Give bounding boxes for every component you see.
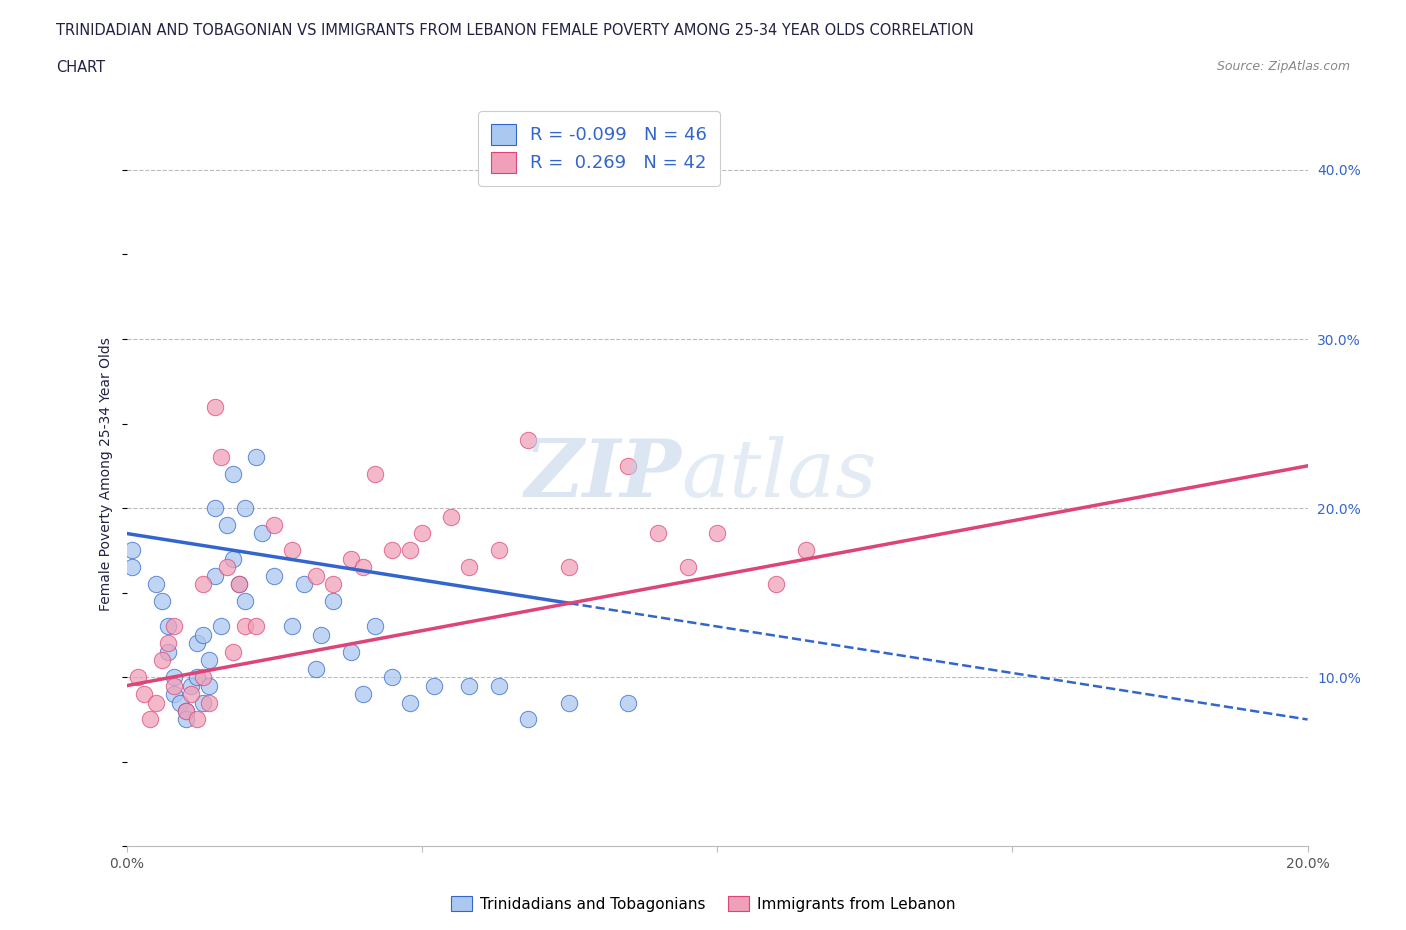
Point <box>352 686 374 701</box>
Y-axis label: Female Poverty Among 25-34 Year Olds: Female Poverty Among 25-34 Year Olds <box>100 338 114 611</box>
Point <box>304 568 326 583</box>
Point <box>458 678 481 693</box>
Point <box>281 543 304 558</box>
Point <box>186 636 208 651</box>
Point <box>440 509 463 524</box>
Point <box>222 467 245 482</box>
Point <box>706 526 728 541</box>
Point <box>292 577 315 591</box>
Point <box>193 670 215 684</box>
Point <box>458 560 481 575</box>
Point <box>204 399 226 414</box>
Point <box>263 568 285 583</box>
Legend: Trinidadians and Tobagonians, Immigrants from Lebanon: Trinidadians and Tobagonians, Immigrants… <box>444 889 962 918</box>
Point <box>488 543 510 558</box>
Point <box>215 518 238 533</box>
Point <box>263 518 285 533</box>
Point <box>233 619 256 634</box>
Text: TRINIDADIAN AND TOBAGONIAN VS IMMIGRANTS FROM LEBANON FEMALE POVERTY AMONG 25-34: TRINIDADIAN AND TOBAGONIAN VS IMMIGRANTS… <box>56 23 974 38</box>
Point <box>174 704 197 719</box>
Point <box>399 695 422 710</box>
Point <box>617 695 640 710</box>
Point <box>204 568 226 583</box>
Point <box>121 543 143 558</box>
Point <box>198 678 221 693</box>
Point <box>163 686 186 701</box>
Point <box>233 593 256 608</box>
Point <box>198 695 221 710</box>
Point <box>340 644 363 659</box>
Text: Source: ZipAtlas.com: Source: ZipAtlas.com <box>1216 60 1350 73</box>
Point <box>186 670 208 684</box>
Point <box>381 543 404 558</box>
Point <box>156 644 179 659</box>
Point <box>150 593 173 608</box>
Point <box>517 712 540 727</box>
Legend: R = -0.099   N = 46, R =  0.269   N = 42: R = -0.099 N = 46, R = 0.269 N = 42 <box>478 112 720 186</box>
Point <box>399 543 422 558</box>
Point <box>245 619 267 634</box>
Point <box>193 628 215 643</box>
Point <box>209 450 232 465</box>
Point <box>558 695 581 710</box>
Point <box>252 526 274 541</box>
Point <box>647 526 669 541</box>
Point <box>180 678 202 693</box>
Point <box>198 653 221 668</box>
Text: CHART: CHART <box>56 60 105 75</box>
Point <box>304 661 326 676</box>
Text: ZIP: ZIP <box>524 435 682 513</box>
Point <box>127 670 149 684</box>
Point <box>322 577 344 591</box>
Point <box>121 560 143 575</box>
Point <box>222 551 245 566</box>
Point <box>145 577 167 591</box>
Text: atlas: atlas <box>682 435 877 513</box>
Point <box>193 695 215 710</box>
Point <box>150 653 173 668</box>
Point <box>488 678 510 693</box>
Point <box>794 543 817 558</box>
Point <box>311 628 333 643</box>
Point <box>180 686 202 701</box>
Point <box>222 644 245 659</box>
Point <box>228 577 250 591</box>
Point <box>156 619 179 634</box>
Point <box>139 712 162 727</box>
Point <box>186 712 208 727</box>
Point <box>193 577 215 591</box>
Point <box>145 695 167 710</box>
Point <box>422 678 444 693</box>
Point <box>209 619 232 634</box>
Point <box>281 619 304 634</box>
Point <box>156 636 179 651</box>
Point <box>676 560 699 575</box>
Point <box>322 593 344 608</box>
Point <box>363 467 385 482</box>
Point <box>558 560 581 575</box>
Point <box>340 551 363 566</box>
Point <box>765 577 787 591</box>
Point <box>134 686 156 701</box>
Point <box>169 695 191 710</box>
Point <box>363 619 385 634</box>
Point <box>411 526 433 541</box>
Point <box>517 433 540 448</box>
Point <box>174 704 197 719</box>
Point <box>163 670 186 684</box>
Point <box>163 619 186 634</box>
Point <box>163 678 186 693</box>
Point <box>174 712 197 727</box>
Point <box>204 500 226 515</box>
Point <box>617 458 640 473</box>
Point <box>352 560 374 575</box>
Point <box>215 560 238 575</box>
Point <box>233 500 256 515</box>
Point <box>245 450 267 465</box>
Point <box>228 577 250 591</box>
Point <box>381 670 404 684</box>
